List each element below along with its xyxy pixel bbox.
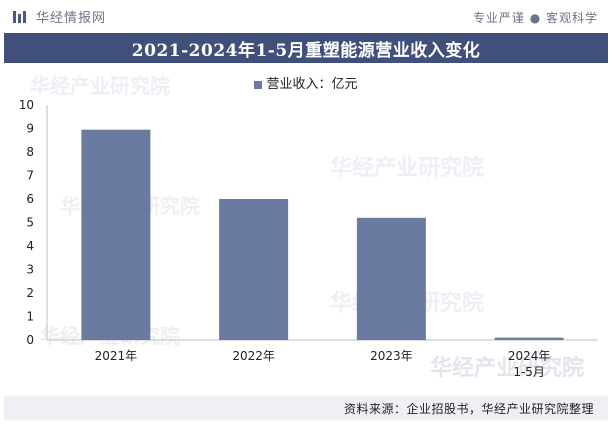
chart-title: 2021-2024年1-5月重塑能源营业收入变化 (131, 40, 481, 61)
footer-band: 资料来源：企业招股书，华经产业研究院整理 (4, 396, 608, 420)
legend: 营业收入：亿元 (0, 73, 612, 92)
x-tick-label-line: 2022年 (232, 349, 275, 363)
brand[interactable]: 华经情报网 (12, 7, 106, 26)
y-tick-label: 9 (26, 122, 34, 136)
x-tick-label: 2023年 (370, 349, 413, 363)
bar (219, 199, 289, 340)
bar (356, 217, 426, 340)
y-tick-label: 10 (19, 98, 34, 112)
brand-logo-icon (13, 10, 26, 23)
y-tick-label: 8 (26, 145, 34, 159)
x-tick-label-line: 2024年 (508, 349, 551, 363)
legend-label: 营业收入：亿元 (266, 77, 358, 92)
y-tick-label: 7 (26, 169, 34, 183)
y-tick-label: 4 (26, 239, 34, 253)
bar (494, 337, 564, 340)
x-tick-label: 2021年 (95, 349, 138, 363)
x-tick-label-line: 1-5月 (513, 365, 545, 379)
x-tick-label-line: 2021年 (95, 349, 138, 363)
source-note: 资料来源：企业招股书，华经产业研究院整理 (343, 402, 594, 416)
y-tick-label: 6 (26, 192, 34, 206)
y-tick-label: 5 (26, 216, 34, 230)
y-tick-label: 1 (26, 310, 34, 324)
bar (81, 129, 151, 340)
y-tick-label: 2 (26, 286, 34, 300)
legend-swatch (254, 80, 263, 89)
bar-chart: 0 1 2 3 4 5 6 7 8 9 10 2021年 2022年 2023年 2024年 1-5月 (19, 98, 598, 379)
y-tick-label: 0 (26, 333, 34, 347)
x-tick-label: 2022年 (232, 349, 275, 363)
x-tick-label-line: 2023年 (370, 349, 413, 363)
top-bar: 华经情报网 专业严谨 ● 客观科学 (0, 0, 612, 32)
slogan: 专业严谨 ● 客观科学 (472, 11, 598, 25)
title-band: 2021-2024年1-5月重塑能源营业收入变化 (4, 33, 608, 63)
x-tick-label: 2024年 1-5月 (508, 349, 551, 379)
y-tick-label: 3 (26, 263, 34, 277)
brand-name: 华经情报网 (36, 11, 107, 26)
